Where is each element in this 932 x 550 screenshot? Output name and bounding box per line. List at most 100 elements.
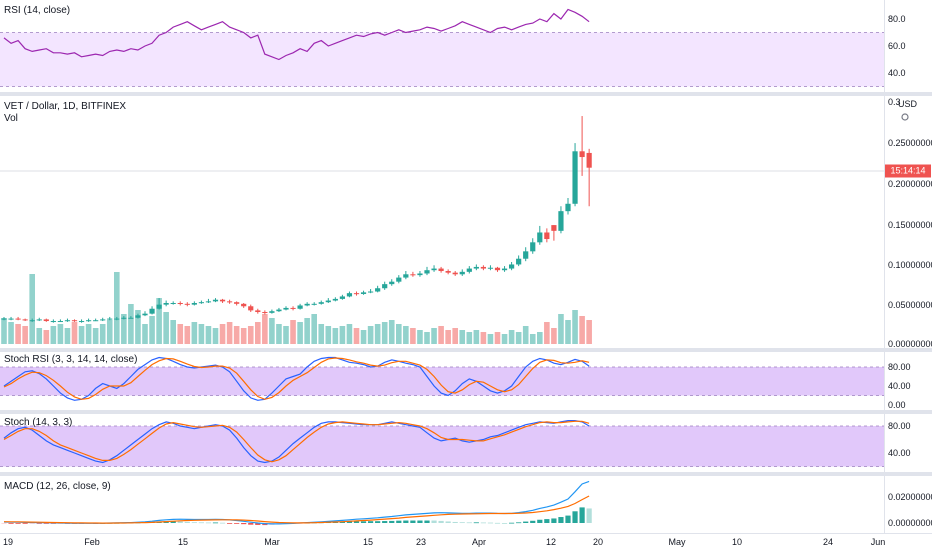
volume-bar <box>269 318 275 344</box>
time-axis[interactable] <box>0 533 932 550</box>
macd-histogram-bar <box>586 508 592 523</box>
candle-body <box>353 293 360 295</box>
macd-histogram-bar <box>530 520 536 523</box>
rsi-pane[interactable] <box>0 0 932 92</box>
stoch-rsi-scale[interactable] <box>884 352 932 410</box>
volume-bar <box>226 322 233 344</box>
rsi-line <box>3 8 590 61</box>
volume-bar <box>276 324 282 344</box>
volume-bar <box>99 324 106 344</box>
macd-pane[interactable] <box>0 476 932 533</box>
macd-histogram-bar <box>466 522 472 524</box>
pane-separator[interactable] <box>0 472 932 476</box>
time-axis-label: Mar <box>264 537 280 547</box>
rsi-tick: 60.0 <box>888 41 906 51</box>
stoch-legend[interactable]: Stoch (14, 3, 3) <box>4 417 73 428</box>
macd-legend[interactable]: MACD (12, 26, close, 9) <box>4 481 111 492</box>
pane-separator[interactable] <box>0 410 932 414</box>
candle-body <box>283 307 289 310</box>
candle-body <box>544 232 550 240</box>
price-tick: 0.05000000 <box>888 300 932 310</box>
candle-body <box>142 313 148 316</box>
rsi-legend[interactable]: RSI (14, close) <box>4 5 71 16</box>
candle-body <box>198 302 204 304</box>
volume-bar <box>15 324 21 344</box>
pane-separator[interactable] <box>0 348 932 352</box>
macd-histogram-bar <box>360 521 367 523</box>
volume-bar <box>142 324 148 344</box>
macd-histogram-bar <box>459 522 465 524</box>
macd-histogram-bar <box>403 520 409 523</box>
stoch-pane[interactable] <box>0 414 932 472</box>
volume-bar <box>212 328 219 344</box>
rsi-price-scale[interactable] <box>884 0 932 92</box>
volume-bar <box>71 322 78 344</box>
rsi-tick: 40.0 <box>888 68 906 78</box>
macd-histogram-bar <box>565 515 571 523</box>
time-axis-label: 20 <box>592 537 604 547</box>
candle-body <box>135 315 141 318</box>
candle-body <box>290 307 296 309</box>
macd-histogram-bar <box>396 520 402 523</box>
stoch-tick: 80.00 <box>888 421 911 431</box>
stoch-rsi-legend[interactable]: Stoch RSI (3, 3, 14, 14, close) <box>4 354 138 365</box>
macd-histogram-bar <box>29 523 35 524</box>
volume-bar <box>177 324 184 344</box>
pane-separator[interactable] <box>0 92 932 96</box>
volume-bar <box>452 328 458 344</box>
volume-bar <box>374 324 381 344</box>
stoch-rsi-pane[interactable] <box>0 352 932 410</box>
volume-legend[interactable]: Vol <box>4 113 18 124</box>
stoch-tick: 40.00 <box>888 448 911 458</box>
volume-bar <box>184 326 191 344</box>
stoch-rsi-k-line <box>3 356 590 401</box>
candle-body <box>579 151 585 158</box>
scale-settings-icon[interactable] <box>898 112 912 122</box>
bar-countdown-label: 15:14:14 <box>885 164 931 178</box>
volume-bar <box>466 332 473 344</box>
stoch-scale[interactable] <box>884 414 932 472</box>
candle-body <box>8 318 14 320</box>
candle-body <box>318 302 324 304</box>
volume-bar <box>50 326 57 344</box>
volume-bar <box>43 330 50 344</box>
currency-unit[interactable]: USD <box>898 99 918 109</box>
macd-histogram-bar <box>353 521 360 523</box>
volume-bar <box>572 310 578 344</box>
macd-scale[interactable] <box>884 476 932 533</box>
volume-bar <box>191 322 198 344</box>
candle-body <box>530 242 536 252</box>
candle-body <box>572 151 578 204</box>
candle-body <box>191 303 197 305</box>
macd-histogram-bar <box>177 521 183 523</box>
volume-bar <box>501 334 508 344</box>
volume-bar <box>551 328 557 344</box>
volume-bar <box>255 322 261 344</box>
candle-body <box>438 268 444 272</box>
volume-bar <box>445 330 451 344</box>
candle-body <box>163 303 169 305</box>
time-axis-label: 10 <box>731 537 743 547</box>
volume-bar <box>297 322 303 344</box>
candle-body <box>586 152 592 168</box>
macd-histogram-bar <box>537 519 543 523</box>
candle-body <box>262 312 268 314</box>
candle-body <box>269 311 275 313</box>
macd-histogram-bar <box>43 523 49 524</box>
volume-bar <box>128 304 134 344</box>
volume-bar <box>346 324 353 344</box>
candle-body <box>389 281 395 285</box>
volume-bar <box>515 332 522 344</box>
candle-body <box>410 274 416 276</box>
symbol-legend[interactable]: VET / Dollar, 1D, BITFINEX <box>4 101 127 112</box>
candle-body <box>360 292 367 294</box>
candle-body <box>339 296 345 299</box>
candle-body <box>36 319 42 321</box>
macd-histogram-bar <box>410 520 416 523</box>
stoch-rsi-d-line <box>3 357 590 400</box>
candle-body <box>248 306 254 311</box>
main-price-scale[interactable] <box>884 96 932 348</box>
price-pane[interactable] <box>0 96 932 348</box>
macd-histogram-bar <box>389 520 395 523</box>
candle-body <box>431 268 437 271</box>
